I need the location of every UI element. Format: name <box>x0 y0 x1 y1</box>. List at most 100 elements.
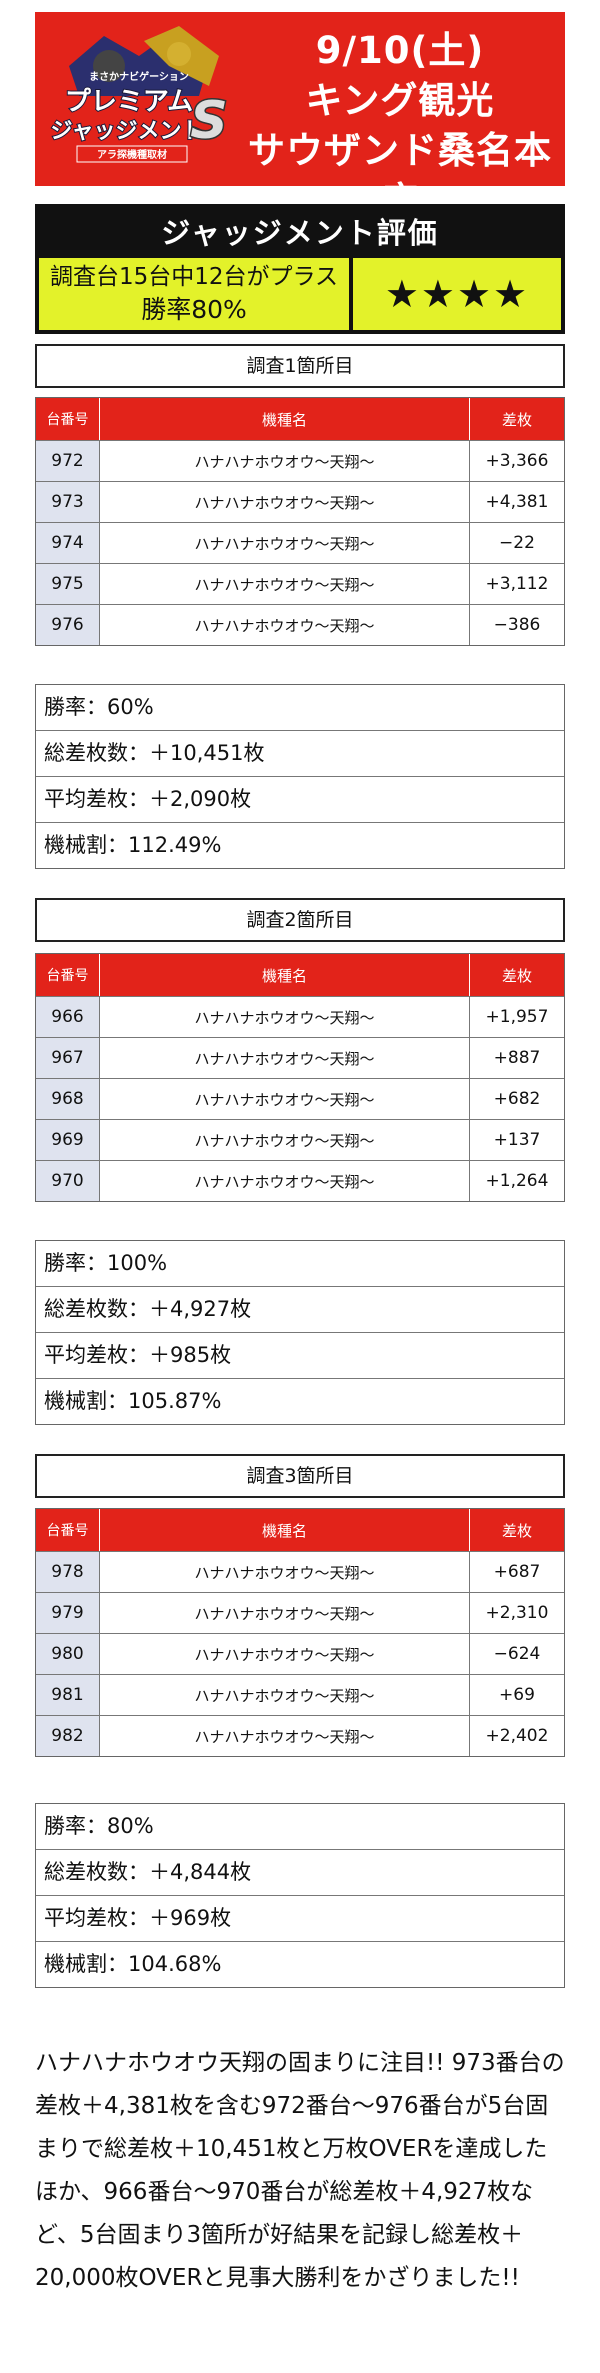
coin-diff: +687 <box>493 1562 541 1582</box>
coin-diff: +887 <box>493 1048 541 1068</box>
machine-number: 974 <box>36 523 100 563</box>
coin-diff: +2,402 <box>485 1726 549 1746</box>
total-diff: 総差枚数：＋4,844枚 <box>36 1849 564 1895</box>
win-rate: 勝率：80% <box>44 1814 154 1838</box>
machine-name: ハナハナホウオウ〜天翔〜 <box>100 1593 470 1633</box>
coin-diff: +1,957 <box>485 1007 549 1027</box>
table-row: 978 ハナハナホウオウ〜天翔〜 +687 <box>36 1551 564 1592</box>
machine-table: 台番号 機種名 差枚 966 ハナハナホウオウ〜天翔〜 +1,957 967 ハ… <box>35 953 565 1202</box>
total-diff: 総差枚数：＋4,927枚 <box>36 1286 564 1332</box>
machine-number: 968 <box>36 1079 100 1119</box>
machine-number: 969 <box>36 1120 100 1160</box>
coin-diff: +137 <box>493 1130 541 1150</box>
machine-number: 978 <box>36 1552 100 1592</box>
logo-top-text: まさかナビゲーション <box>89 70 189 83</box>
judgement-line2: 勝率80% <box>141 295 247 324</box>
coin-diff: +3,112 <box>485 574 549 594</box>
table-row: 972 ハナハナホウオウ〜天翔〜 +3,366 <box>36 440 564 481</box>
header-num: 台番号 <box>36 954 100 996</box>
table-header-row: 台番号 機種名 差枚 <box>36 398 564 440</box>
header-diff: 差枚 <box>501 966 532 985</box>
coin-diff: +69 <box>499 1685 535 1705</box>
table-header-row: 台番号 機種名 差枚 <box>36 1509 564 1551</box>
machine-table: 台番号 機種名 差枚 972 ハナハナホウオウ〜天翔〜 +3,366 973 ハ… <box>35 397 565 646</box>
table-row: 976 ハナハナホウオウ〜天翔〜 −386 <box>36 604 564 645</box>
machine-name: ハナハナホウオウ〜天翔〜 <box>100 1552 470 1592</box>
machine-name: ハナハナホウオウ〜天翔〜 <box>100 1079 470 1119</box>
average-diff: 平均差枚：＋969枚 <box>36 1895 564 1941</box>
table-row: 975 ハナハナホウオウ〜天翔〜 +3,112 <box>36 563 564 604</box>
header-text: 9/10(土) キング観光 サウザンド桑名本店 <box>245 26 555 222</box>
judgement-summary: 調査台15台中12台がプラス 勝率80% <box>39 258 353 330</box>
stats-box: 勝率：100% 総差枚数：＋4,927枚 平均差枚：＋985枚 機械割：105.… <box>35 1240 565 1425</box>
header-name: 機種名 <box>100 398 470 440</box>
coin-diff: +1,264 <box>485 1171 549 1191</box>
coin-diff: −22 <box>499 533 535 553</box>
table-row: 980 ハナハナホウオウ〜天翔〜 −624 <box>36 1633 564 1674</box>
header-banner: まさかナビゲーション プレミアム ジャッジメント S アラ探機種取材 9/10(… <box>35 12 565 222</box>
header-num: 台番号 <box>36 398 100 440</box>
judgement-panel: ジャッジメント評価 調査台15台中12台がプラス 勝率80% ★★★★ <box>35 204 565 334</box>
coin-diff: +2,310 <box>485 1603 549 1623</box>
machine-name: ハナハナホウオウ〜天翔〜 <box>100 482 470 522</box>
stats-box: 勝率：60% 総差枚数：＋10,451枚 平均差枚：＋2,090枚 機械割：11… <box>35 684 565 869</box>
machine-name: ハナハナホウオウ〜天翔〜 <box>100 1038 470 1078</box>
machine-name: ハナハナホウオウ〜天翔〜 <box>100 523 470 563</box>
table-row: 967 ハナハナホウオウ〜天翔〜 +887 <box>36 1037 564 1078</box>
machine-name: ハナハナホウオウ〜天翔〜 <box>100 1716 470 1756</box>
logo-sub: アラ探機種取材 <box>97 148 167 161</box>
machine-name: ハナハナホウオウ〜天翔〜 <box>100 441 470 481</box>
logo-line2: ジャッジメント <box>51 119 204 144</box>
machine-number: 966 <box>36 997 100 1037</box>
machine-number: 975 <box>36 564 100 604</box>
table-row: 982 ハナハナホウオウ〜天翔〜 +2,402 <box>36 1715 564 1756</box>
coin-diff: −386 <box>493 615 541 635</box>
machine-name: ハナハナホウオウ〜天翔〜 <box>100 605 470 645</box>
win-rate: 勝率：60% <box>44 695 154 719</box>
average-diff: 平均差枚：＋985枚 <box>36 1332 564 1378</box>
coin-diff: +3,366 <box>485 451 549 471</box>
premium-judgement-logo: まさかナビゲーション プレミアム ジャッジメント S アラ探機種取材 <box>50 26 229 163</box>
table-row: 969 ハナハナホウオウ〜天翔〜 +137 <box>36 1119 564 1160</box>
header-diff: 差枚 <box>501 1521 532 1540</box>
table-row: 981 ハナハナホウオウ〜天翔〜 +69 <box>36 1674 564 1715</box>
section-title: 調査3箇所目 <box>35 1454 565 1498</box>
coin-diff: +682 <box>493 1089 541 1109</box>
section-title: 調査1箇所目 <box>35 344 565 388</box>
machine-name: ハナハナホウオウ〜天翔〜 <box>100 1120 470 1160</box>
coin-diff: +4,381 <box>485 492 549 512</box>
table-header-row: 台番号 機種名 差枚 <box>36 954 564 996</box>
table-row: 979 ハナハナホウオウ〜天翔〜 +2,310 <box>36 1592 564 1633</box>
machine-name: ハナハナホウオウ〜天翔〜 <box>100 997 470 1037</box>
machine-number: 972 <box>36 441 100 481</box>
header-num: 台番号 <box>36 1509 100 1551</box>
average-diff: 平均差枚：＋2,090枚 <box>36 776 564 822</box>
payout-rate: 機械割：112.49% <box>36 822 564 868</box>
table-row: 974 ハナハナホウオウ〜天翔〜 −22 <box>36 522 564 563</box>
header-name: 機種名 <box>100 1509 470 1551</box>
header-diff: 差枚 <box>501 410 532 429</box>
summary-comment: ハナハナホウオウ天翔の固まりに注目!! 973番台の差枚＋4,381枚を含む97… <box>35 2050 565 2291</box>
machine-name: ハナハナホウオウ〜天翔〜 <box>100 1675 470 1715</box>
header-name: 機種名 <box>100 954 470 996</box>
machine-number: 979 <box>36 1593 100 1633</box>
machine-name: ハナハナホウオウ〜天翔〜 <box>100 1634 470 1674</box>
machine-number: 980 <box>36 1634 100 1674</box>
machine-number: 967 <box>36 1038 100 1078</box>
header-store-line2: サウザンド桑名本店 <box>248 129 552 222</box>
machine-number: 976 <box>36 605 100 645</box>
payout-rate: 機械割：105.87% <box>36 1378 564 1424</box>
machine-name: ハナハナホウオウ〜天翔〜 <box>100 1161 470 1201</box>
logo-line1: プレミアム <box>65 87 193 117</box>
win-rate: 勝率：100% <box>44 1251 168 1275</box>
header-date: 9/10(土) <box>315 29 485 72</box>
payout-rate: 機械割：104.68% <box>36 1941 564 1987</box>
machine-table: 台番号 機種名 差枚 978 ハナハナホウオウ〜天翔〜 +687 979 ハナハ… <box>35 1508 565 1757</box>
machine-number: 981 <box>36 1675 100 1715</box>
machine-name: ハナハナホウオウ〜天翔〜 <box>100 564 470 604</box>
table-row: 973 ハナハナホウオウ〜天翔〜 +4,381 <box>36 481 564 522</box>
machine-number: 970 <box>36 1161 100 1201</box>
table-row: 970 ハナハナホウオウ〜天翔〜 +1,264 <box>36 1160 564 1201</box>
judgement-title: ジャッジメント評価 <box>161 216 439 250</box>
logo-letter: S <box>190 91 227 151</box>
